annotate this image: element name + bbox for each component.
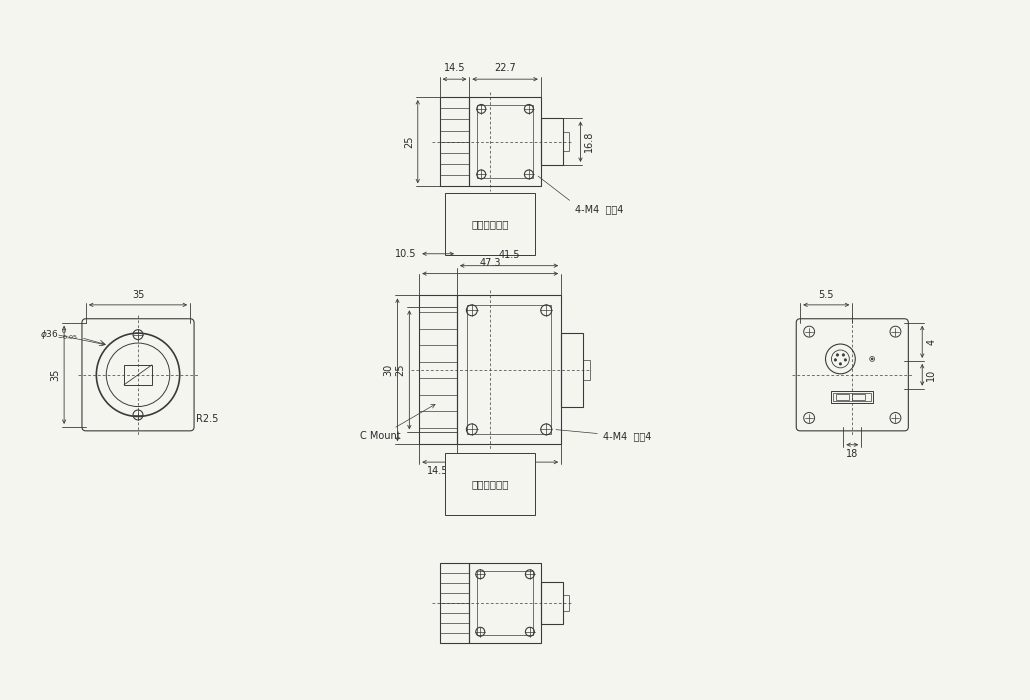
Bar [470,564,541,643]
Circle shape [843,354,845,356]
Text: 4: 4 [926,339,936,345]
Bar [836,393,849,400]
Bar [562,595,569,611]
Text: 30: 30 [383,364,393,376]
Bar [561,332,583,407]
Text: 14.5: 14.5 [444,63,466,74]
Circle shape [845,358,847,361]
Text: 4-M4  深ぜ4: 4-M4 深ぜ4 [538,176,623,214]
Text: 25: 25 [404,135,414,148]
Text: 16.8: 16.8 [584,131,594,153]
Bar [541,582,562,624]
Text: 47.3: 47.3 [479,258,501,267]
Bar [562,132,569,151]
Bar [583,360,590,380]
Bar [125,365,151,385]
Bar [457,295,561,444]
Bar [852,393,865,400]
Text: R2.5: R2.5 [196,414,218,424]
Text: $\phi$36$^{\ \ 0}_{-0.05}$: $\phi$36$^{\ \ 0}_{-0.05}$ [40,327,78,342]
Bar [833,393,871,400]
Bar [419,295,457,444]
Bar [440,97,470,186]
Text: 35: 35 [132,290,144,300]
Text: 25: 25 [396,363,406,376]
Text: 4-M4  深ぜ4: 4-M4 深ぜ4 [556,430,651,441]
Text: 10.5: 10.5 [394,248,416,259]
Circle shape [836,354,838,356]
Text: 対面同一形状: 対面同一形状 [472,479,509,489]
Bar [541,118,562,165]
Text: 22.7: 22.7 [499,466,520,476]
Text: 35: 35 [50,369,60,381]
Bar [440,564,470,643]
Bar [467,305,551,434]
Text: 41.5: 41.5 [499,250,520,260]
Text: C Mount: C Mount [359,405,435,441]
Text: 14.5: 14.5 [427,466,449,476]
Circle shape [834,358,836,361]
Bar [477,105,533,178]
Circle shape [871,358,873,360]
Bar [470,97,541,186]
Text: 5.5: 5.5 [819,290,834,300]
Bar [477,571,533,635]
Bar [831,391,873,402]
Text: 10: 10 [926,369,936,381]
Text: 18: 18 [847,449,858,458]
Text: 22.7: 22.7 [494,63,516,74]
Circle shape [839,363,842,365]
Text: 対面同一形状: 対面同一形状 [472,219,509,229]
